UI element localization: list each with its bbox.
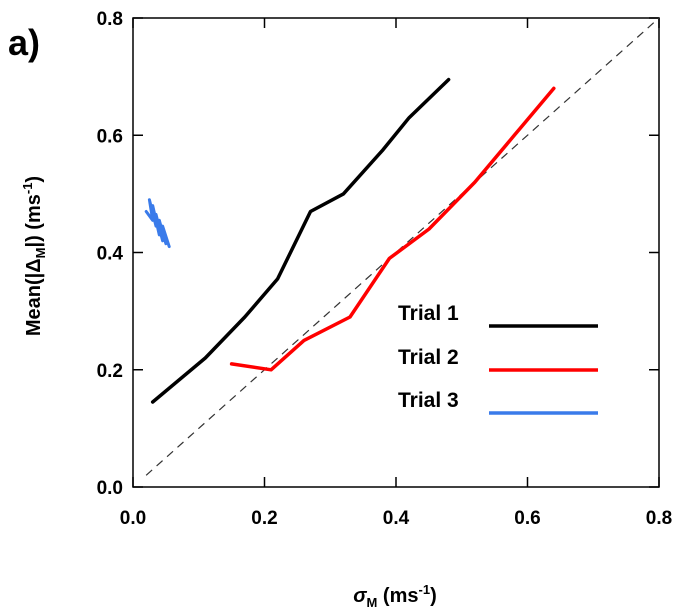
series-line-trial-3	[144, 198, 171, 249]
x-axis-title-main: σ	[353, 585, 367, 607]
series-line-trial-2	[229, 86, 556, 372]
x-tick-label: 0.0	[120, 508, 146, 529]
y-tick-label: 0.8	[97, 9, 123, 30]
tick-labels: 0.0 0.2 0.4 0.6 0.8 0.0 0.2 0.4 0.6 0.8	[97, 9, 673, 529]
legend: Trial 1 Trial 2 Trial 3	[398, 302, 598, 415]
y-tick-label: 0.4	[97, 244, 124, 265]
x-axis-title-units: (ms	[377, 585, 418, 607]
y-axis-title-sub: M	[33, 248, 48, 259]
legend-label: Trial 2	[398, 346, 459, 369]
y-tick-label: 0.0	[97, 478, 123, 499]
x-tick-label: 0.6	[514, 508, 540, 529]
axis-ticks	[132, 17, 660, 488]
y-tick-label: 0.6	[97, 126, 123, 147]
y-axis-title-sup: -1	[20, 183, 35, 195]
x-tick-label: 0.2	[251, 508, 277, 529]
panel-label: a)	[8, 22, 40, 63]
series-line-trial-1	[150, 77, 451, 404]
y-axis-title-close: )	[23, 176, 45, 183]
x-axis-title-sub: M	[367, 595, 378, 610]
x-axis-title-close: )	[430, 585, 437, 607]
x-tick-label: 0.8	[646, 508, 672, 529]
y-axis-title: Mean(|ΔM|) (ms-1)	[20, 176, 48, 336]
x-axis-title: σM (ms-1)	[353, 582, 436, 610]
y-axis-title-main: Mean(|Δ	[23, 258, 45, 336]
y-tick-label: 0.2	[97, 361, 123, 382]
x-tick-label: 0.4	[383, 508, 410, 529]
y-axis-title-mid: |) (ms	[23, 194, 45, 247]
x-axis-title-sup: -1	[419, 582, 431, 597]
legend-label: Trial 1	[398, 302, 459, 325]
series-group	[144, 77, 556, 404]
legend-label: Trial 3	[398, 389, 459, 412]
